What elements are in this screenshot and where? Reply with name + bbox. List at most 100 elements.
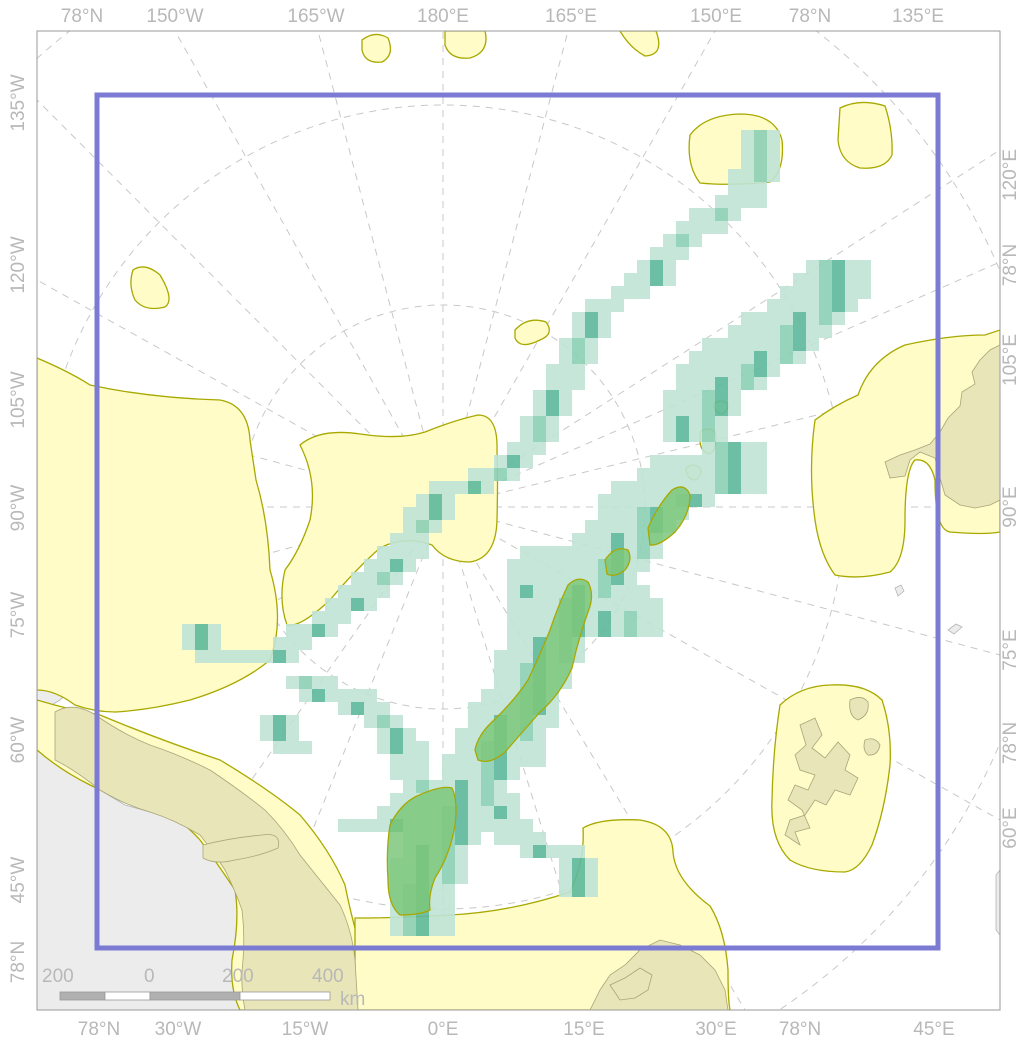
density-cell [663,429,676,442]
density-cell [182,624,195,637]
density-cell [338,689,351,702]
density-cell [429,481,442,494]
density-cell [754,143,767,156]
density-cell [468,715,481,728]
density-cell [754,130,767,143]
density-cell [572,351,585,364]
density-cell [650,481,663,494]
density-cell [520,442,533,455]
density-cell [767,351,780,364]
density-heatmap [182,130,871,936]
density-cell [403,507,416,520]
right-label: 120°E [1000,149,1021,201]
density-cell [676,377,689,390]
density-cell [507,455,520,468]
density-cell [494,806,507,819]
density-cell [793,299,806,312]
density-cell [364,715,377,728]
density-cell [377,546,390,559]
meridian-line [442,506,746,1010]
density-cell [390,728,403,741]
density-cell [728,208,741,221]
density-cell [364,585,377,598]
density-cell [494,455,507,468]
scale-bar-segment [59,991,106,1001]
overlap-zone-ridge [474,578,593,763]
density-cell [442,481,455,494]
density-cell [403,923,416,936]
density-cell [741,195,754,208]
overlap-zones [386,486,691,916]
density-cell [442,858,455,871]
land-small-island [894,584,905,597]
density-cell [299,741,312,754]
density-cell [468,767,481,780]
density-cell [416,767,429,780]
density-cell [767,364,780,377]
density-cell [585,546,598,559]
density-cell [702,494,715,507]
density-cell [689,481,702,494]
density-cell [559,390,572,403]
density-cell [273,728,286,741]
left-label: 45°W [8,857,29,904]
density-cell [793,273,806,286]
right-labels: 120°E 78°N 105°E 90°E 75°E 78°N 60°E [1000,149,1021,849]
density-cell [585,312,598,325]
density-cell [455,806,468,819]
density-cell [845,273,858,286]
density-cell [416,533,429,546]
density-cell [780,299,793,312]
density-cell [689,416,702,429]
density-cell [533,715,546,728]
density-cell [598,312,611,325]
bottom-label: 78°N [78,1019,120,1040]
density-cell [572,871,585,884]
svalbard-east-island [849,697,869,721]
density-cell [546,715,559,728]
density-cell [546,390,559,403]
density-cell [507,442,520,455]
density-cell [299,637,312,650]
density-cell [637,611,650,624]
density-cell [754,156,767,169]
density-cell [546,377,559,390]
density-cell [624,624,637,637]
density-cell [676,364,689,377]
density-cell [572,338,585,351]
density-cell [728,403,741,416]
density-cell [312,676,325,689]
density-cell [845,286,858,299]
density-cell [611,494,624,507]
density-cell [494,663,507,676]
density-cell [715,481,728,494]
density-cell [572,312,585,325]
density-cell [221,650,234,663]
density-cell [442,494,455,507]
density-cell [598,533,611,546]
density-cell [832,273,845,286]
density-cell [286,676,299,689]
density-cell [611,611,624,624]
density-cell [325,624,338,637]
density-cell [702,390,715,403]
density-cell [572,364,585,377]
density-cell [637,598,650,611]
density-cell [689,234,702,247]
scale-bar-tick-label: 200 [42,966,74,987]
density-cell [507,559,520,572]
density-cell [793,286,806,299]
density-cell [663,247,676,260]
density-cell [728,169,741,182]
density-cell [442,767,455,780]
density-cell [715,403,728,416]
zone-top-small-2 [444,31,487,59]
density-cell [325,611,338,624]
density-cell [702,468,715,481]
density-cell [819,299,832,312]
density-cell [741,312,754,325]
density-cell [429,494,442,507]
density-cell [520,455,533,468]
density-cell [663,403,676,416]
density-cell [585,533,598,546]
